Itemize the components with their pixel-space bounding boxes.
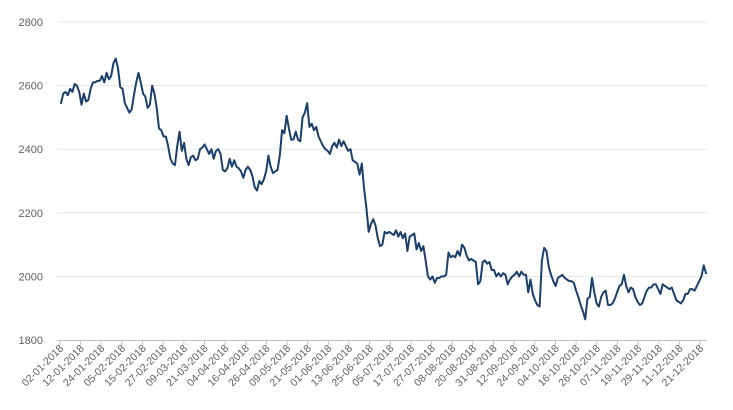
series-layer xyxy=(60,57,707,321)
x-axis-tick-labels: 02-01-201812-01-201824-01-201805-02-2018… xyxy=(20,343,707,390)
gridlines xyxy=(57,21,707,277)
y-tick-label: 2600 xyxy=(19,81,43,93)
y-tick-label: 2400 xyxy=(19,144,43,156)
y-tick-label: 2200 xyxy=(19,208,43,220)
y-tick-label: 1800 xyxy=(19,335,43,347)
axes xyxy=(57,340,707,345)
y-tick-label: 2800 xyxy=(19,17,43,29)
y-tick-label: 2000 xyxy=(19,271,43,283)
series-line xyxy=(60,57,707,321)
y-axis-tick-labels: 1800 2000 2200 2400 2600 2800 xyxy=(19,17,43,347)
